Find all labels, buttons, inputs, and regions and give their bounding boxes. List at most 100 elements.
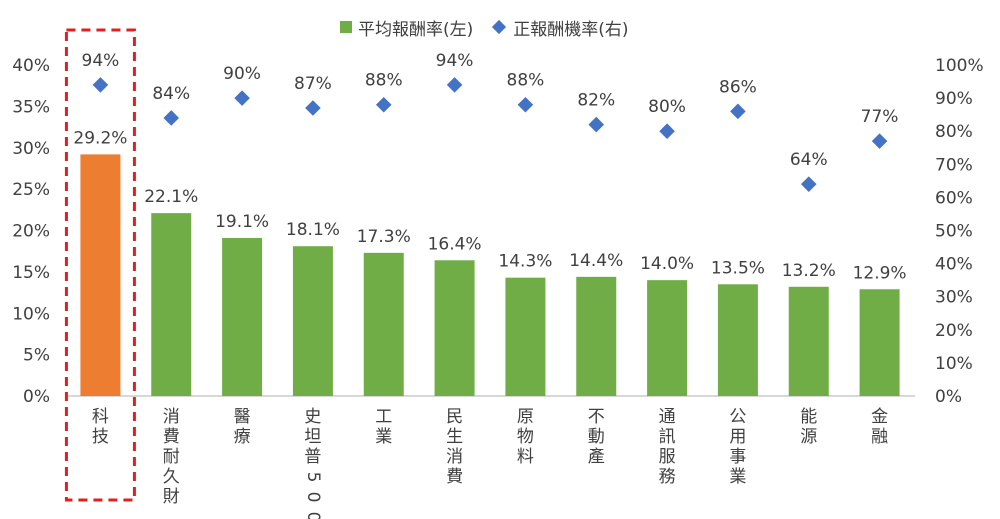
category-label-char: 史	[304, 407, 321, 427]
marker-value-label: 90%	[223, 64, 261, 84]
diamond-marker-9	[659, 123, 675, 139]
right-axis-tick-label: 70%	[935, 155, 973, 175]
marker-value-label: 88%	[507, 71, 545, 91]
left-axis-tick-label: 10%	[12, 304, 50, 324]
bar-11	[788, 286, 829, 396]
diamond-marker-8	[588, 116, 605, 133]
bar-4	[292, 246, 333, 396]
category-label-char: 金	[871, 407, 888, 427]
category-label-char: 技	[92, 427, 109, 447]
legend-marker-label: 正報酬機率(右)	[513, 19, 629, 40]
bar-value-label: 16.4%	[428, 234, 482, 254]
bar-value-label: 19.1%	[215, 212, 269, 232]
category-label-char: 業	[729, 467, 746, 487]
marker-value-label: 77%	[861, 107, 899, 127]
category-label-char: 不	[588, 407, 605, 427]
bar-value-label: 14.0%	[640, 254, 694, 274]
bar-10	[717, 284, 758, 396]
right-axis-tick-label: 50%	[935, 222, 973, 242]
diamond-marker-10	[730, 103, 746, 120]
legend-item-marker: 正報酬機率(右)	[491, 15, 629, 40]
bar-value-label: 13.5%	[711, 258, 765, 278]
bar-value-label: 18.1%	[286, 220, 340, 240]
bar-6	[434, 260, 475, 396]
marker-value-label: 84%	[152, 84, 190, 104]
category-label-char: 0	[303, 512, 323, 519]
marker-value-label: 82%	[577, 91, 615, 111]
category-label-char: 服	[659, 447, 676, 467]
marker-value-label: 87%	[294, 74, 332, 94]
left-axis-tick-label: 25%	[12, 180, 50, 200]
bar-9	[647, 280, 688, 396]
diamond-marker-11	[800, 176, 817, 192]
diamond-marker-2	[163, 110, 180, 126]
category-label-char: 業	[375, 427, 392, 447]
right-axis-tick-label: 10%	[935, 354, 973, 374]
category-label-char: 科	[92, 407, 109, 427]
marker-value-label: 64%	[790, 150, 828, 170]
category-label-char: 醫	[234, 407, 251, 427]
left-axis-tick-label: 20%	[12, 222, 50, 242]
category-label-char: 源	[800, 427, 817, 447]
bar-1	[80, 154, 121, 396]
bar-value-label: 13.2%	[782, 261, 836, 281]
category-label-char: 事	[729, 447, 746, 467]
diamond-marker-6	[446, 77, 463, 93]
highlight-box	[64, 28, 136, 502]
category-label-char: 能	[800, 407, 817, 427]
marker-value-label: 94%	[82, 51, 120, 71]
left-axis-tick-label: 0%	[23, 387, 50, 407]
category-label-char: 普	[304, 447, 321, 467]
category-label-char: 工	[375, 407, 392, 427]
category-label-char: 坦	[304, 427, 321, 447]
left-axis-tick-label: 15%	[12, 263, 50, 283]
category-label-char: 民	[446, 407, 463, 427]
bar-value-label: 14.3%	[498, 252, 552, 272]
right-axis-tick-label: 60%	[935, 188, 973, 208]
category-label-char: 務	[659, 467, 676, 487]
category-label-char: 0	[303, 492, 323, 503]
right-axis-tick-label: 20%	[935, 321, 973, 341]
category-label-char: 耐	[163, 447, 180, 467]
bar-12	[859, 289, 900, 396]
category-label-char: 公	[729, 407, 746, 427]
left-axis-tick-label: 30%	[12, 139, 50, 159]
diamond-marker-1	[92, 77, 109, 93]
bar-value-label: 14.4%	[569, 251, 623, 271]
bar-value-label: 17.3%	[357, 227, 411, 247]
left-axis-tick-label: 35%	[12, 97, 50, 117]
diamond-marker-3	[234, 90, 250, 106]
chart-legend: 平均報酬率(左) 正報酬機率(右)	[340, 15, 647, 40]
diamond-marker-4	[305, 100, 321, 116]
category-label-char: 料	[517, 447, 534, 467]
category-label-char: 消	[446, 447, 463, 467]
category-label-char: 費	[446, 467, 463, 487]
category-label-char: 通	[659, 407, 676, 427]
category-label-char: 費	[163, 427, 180, 447]
category-label-char: 動	[588, 427, 605, 447]
legend-bar-label: 平均報酬率(左)	[358, 19, 474, 40]
bar-2	[151, 213, 192, 396]
bar-3	[222, 237, 263, 396]
marker-value-label: 94%	[436, 51, 474, 71]
bar-5	[363, 252, 404, 396]
category-label-char: 消	[163, 407, 180, 427]
category-label-char: 療	[234, 427, 251, 447]
bar-value-label: 12.9%	[853, 263, 907, 283]
category-label-char: 訊	[659, 427, 676, 447]
category-label-char: 生	[446, 427, 463, 447]
bar-value-label: 22.1%	[144, 187, 198, 207]
category-label-char: 融	[871, 427, 888, 447]
marker-value-label: 88%	[365, 71, 403, 91]
bar-7	[505, 277, 546, 396]
diamond-marker-12	[871, 133, 888, 149]
right-axis-tick-label: 0%	[935, 387, 962, 407]
legend-bar-swatch	[340, 21, 352, 33]
category-label-char: 用	[729, 427, 746, 447]
right-axis-tick-label: 80%	[935, 122, 973, 142]
diamond-marker-5	[375, 96, 392, 113]
right-axis-tick-label: 40%	[935, 255, 973, 275]
category-label-char: 產	[588, 447, 605, 467]
category-label-char: 財	[163, 487, 180, 507]
